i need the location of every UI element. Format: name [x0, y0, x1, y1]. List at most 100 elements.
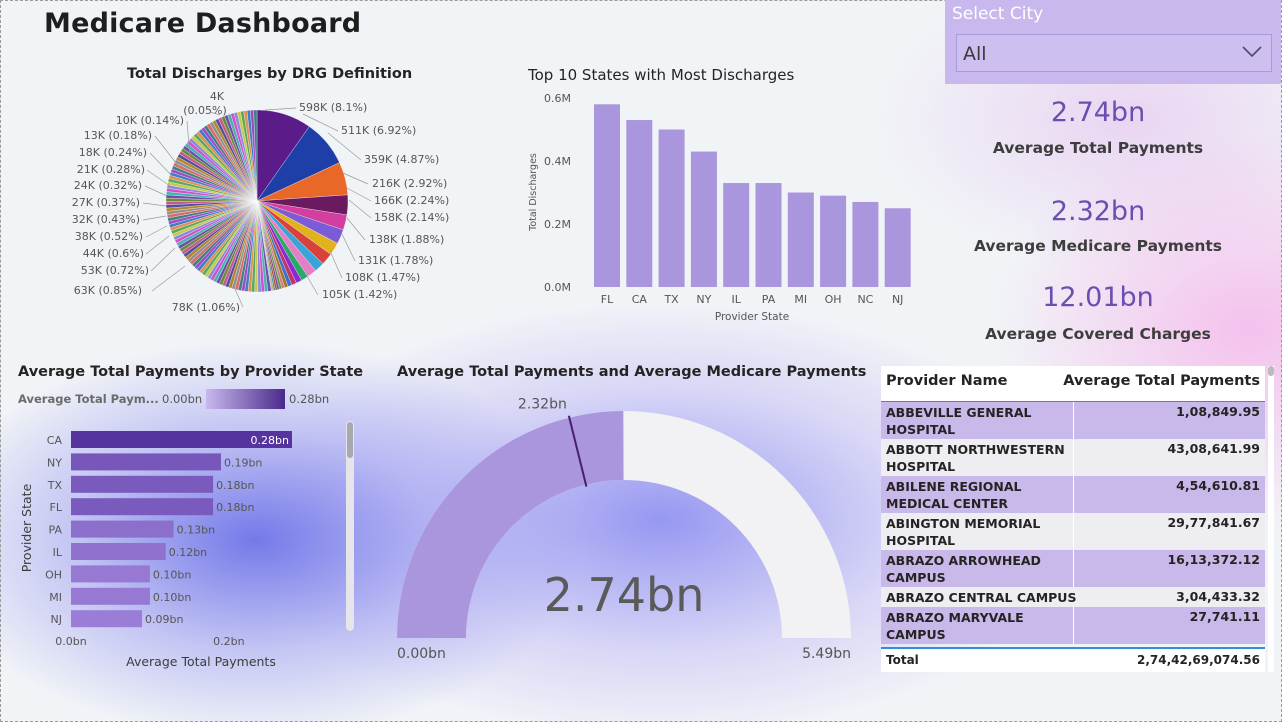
- city-slicer: Select City All: [945, 0, 1281, 84]
- pie-data-label: 4K (0.05%): [183, 90, 227, 117]
- gauge-title: Average Total Payments and Average Medic…: [397, 364, 867, 380]
- column-header-avg-total-payments[interactable]: Average Total Payments: [1063, 373, 1260, 389]
- provider-table: Provider Name Average Total Payments ABB…: [881, 366, 1274, 672]
- provider-name-cell: ABINGTON MEMORIAL HOSPITAL: [886, 516, 1041, 548]
- provider-name-cell: ABRAZO CENTRAL CAMPUS: [886, 590, 1077, 605]
- kpi-avg-covered-charges-value: 12.01bn: [1042, 282, 1154, 313]
- pie-leader-line: [306, 275, 319, 296]
- city-dropdown-value: All: [963, 43, 987, 65]
- bar[interactable]: [820, 195, 847, 287]
- pie-chart-title: Total Discharges by DRG Definition: [127, 66, 413, 82]
- payment-cell: 16,13,372.12: [1167, 552, 1260, 567]
- bar[interactable]: [71, 453, 221, 471]
- y-tick-label: 0.0M: [544, 281, 571, 294]
- chart-scrollbar-thumb[interactable]: [347, 422, 353, 458]
- pie-data-label: 32K (0.43%): [72, 213, 140, 226]
- x-tick-label: IL: [732, 293, 742, 306]
- y-axis-title: Total Discharges: [528, 153, 539, 232]
- y-tick-label: 0.2M: [544, 218, 571, 231]
- x-tick-label: PA: [762, 293, 776, 306]
- pie-data-label: 166K (2.24%): [374, 194, 449, 207]
- gauge-min-label: 0.00bn: [397, 646, 446, 662]
- pie-data-label: 27K (0.37%): [72, 196, 140, 209]
- pie-data-label: 44K (0.6%): [83, 247, 144, 260]
- bar[interactable]: [71, 565, 150, 583]
- payments-gauge[interactable]: 2.32bn 2.74bn 0.00bn 5.49bn: [380, 390, 870, 675]
- pie-slice[interactable]: [253, 109, 258, 202]
- table-scrollbar-thumb[interactable]: [1268, 366, 1274, 376]
- x-tick-label: NJ: [892, 293, 903, 306]
- city-dropdown[interactable]: All: [956, 34, 1272, 72]
- table-scrollbar[interactable]: [1268, 366, 1274, 672]
- y-tick-label: FL: [50, 501, 63, 514]
- pie-data-label: 38K (0.52%): [75, 230, 143, 243]
- y-tick-label: IL: [53, 546, 63, 559]
- bar[interactable]: [852, 201, 879, 287]
- states-bar-chart[interactable]: 0.0M 0.2M 0.4M 0.6M FL CA TX NY IL PA MI OH NC NJ Prov…: [520, 86, 930, 331]
- bar[interactable]: [71, 498, 214, 516]
- y-tick-label: OH: [45, 568, 62, 581]
- state-payments-bar-chart[interactable]: Average Total Paym... 0.00bn 0.28bn CA 0.28b…: [10, 384, 360, 674]
- bar[interactable]: [71, 543, 166, 560]
- pie-leader-line: [145, 235, 170, 255]
- pie-data-label: 53K (0.72%): [81, 264, 149, 277]
- y-tick-label: NJ: [51, 613, 62, 626]
- x-tick-label: NC: [857, 293, 873, 306]
- column-divider: [1073, 476, 1074, 513]
- kpi-avg-total-payments-label: Average Total Payments: [992, 139, 1204, 157]
- y-tick-label: MI: [49, 591, 62, 604]
- y-tick-label: CA: [47, 434, 63, 447]
- pie-leader-line: [142, 215, 167, 221]
- table-row[interactable]: ABBOTT NORTHWESTERN HOSPITAL 43,08,641.9…: [881, 439, 1265, 476]
- table-row[interactable]: ABRAZO CENTRAL CAMPUS 3,04,433.32: [881, 587, 1265, 607]
- bar[interactable]: [690, 151, 717, 287]
- gauge-target-line: [567, 415, 588, 487]
- table-row[interactable]: ABILENE REGIONAL MEDICAL CENTER 4,54,610…: [881, 476, 1265, 513]
- pie-leader-line: [341, 233, 356, 262]
- x-tick-label: TX: [663, 293, 679, 306]
- column-header-provider-name[interactable]: Provider Name: [886, 373, 1008, 389]
- y-tick-label: NY: [47, 456, 62, 469]
- chart-scrollbar[interactable]: [346, 421, 354, 631]
- pie-leader-line: [151, 265, 186, 292]
- y-axis-title: Provider State: [19, 483, 34, 572]
- gauge-value-label: 2.74bn: [544, 568, 705, 622]
- bar[interactable]: [71, 587, 150, 605]
- pie-leader-line: [264, 107, 297, 111]
- bar[interactable]: [71, 475, 214, 493]
- pie-data-label-line: (0.05%): [183, 104, 227, 117]
- bar[interactable]: [71, 520, 174, 538]
- column-divider: [1073, 513, 1074, 550]
- table-row[interactable]: ABRAZO MARYVALE CAMPUS 27,741.11: [881, 607, 1265, 644]
- pie-data-label: 131K (1.78%): [358, 254, 433, 267]
- bar[interactable]: [723, 183, 750, 287]
- chevron-down-icon: [1242, 46, 1262, 58]
- table-row[interactable]: ABBEVILLE GENERAL HOSPITAL 1,08,849.95: [881, 402, 1265, 439]
- table-header: Provider Name Average Total Payments: [881, 366, 1265, 402]
- state-hbar-title: Average Total Payments by Provider State: [18, 364, 364, 380]
- bar[interactable]: [71, 431, 292, 448]
- bar[interactable]: [594, 104, 620, 287]
- table-row[interactable]: ABRAZO ARROWHEAD CAMPUS 16,13,372.12: [881, 550, 1265, 587]
- provider-name-cell: ABRAZO ARROWHEAD CAMPUS: [886, 553, 1041, 585]
- bar[interactable]: [626, 120, 653, 287]
- bar[interactable]: [755, 183, 782, 287]
- bar-data-label: 0.09bn: [145, 613, 183, 626]
- bar[interactable]: [658, 129, 685, 288]
- pie-leader-line: [346, 187, 372, 202]
- bar[interactable]: [884, 208, 911, 287]
- bar[interactable]: [71, 610, 143, 628]
- table-row[interactable]: ABINGTON MEMORIAL HOSPITAL 29,77,841.67: [881, 513, 1265, 550]
- pie-leader-line: [142, 202, 167, 207]
- column-divider: [1073, 607, 1074, 644]
- pie-data-label: 359K (4.87%): [364, 153, 439, 166]
- pie-data-label: 21K (0.28%): [77, 163, 145, 176]
- pie-leader-line: [327, 132, 362, 161]
- provider-name-cell: ABILENE REGIONAL MEDICAL CENTER: [886, 479, 1022, 511]
- table-total-row: Total 2,74,42,69,074.56: [881, 647, 1265, 672]
- drg-pie-chart[interactable]: 4K (0.05%)10K (0.14%) 13K (0.18%) 18K (0.24…: [60, 88, 460, 320]
- bar[interactable]: [787, 192, 814, 288]
- gauge-max-label: 5.49bn: [802, 646, 851, 662]
- x-tick-label: CA: [632, 293, 648, 306]
- legend-gradient-bar: [206, 389, 285, 409]
